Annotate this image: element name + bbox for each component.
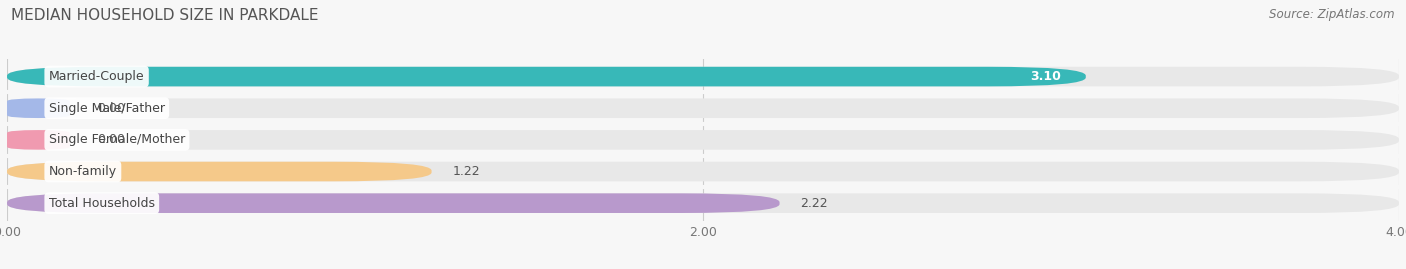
Text: Married-Couple: Married-Couple xyxy=(49,70,145,83)
FancyBboxPatch shape xyxy=(7,130,70,150)
Text: Total Households: Total Households xyxy=(49,197,155,210)
Text: 0.00: 0.00 xyxy=(97,102,125,115)
Text: Non-family: Non-family xyxy=(49,165,117,178)
FancyBboxPatch shape xyxy=(7,98,1399,118)
FancyBboxPatch shape xyxy=(7,67,1085,86)
FancyBboxPatch shape xyxy=(7,193,1399,213)
FancyBboxPatch shape xyxy=(7,67,1399,86)
FancyBboxPatch shape xyxy=(7,162,1399,181)
Text: MEDIAN HOUSEHOLD SIZE IN PARKDALE: MEDIAN HOUSEHOLD SIZE IN PARKDALE xyxy=(11,8,319,23)
FancyBboxPatch shape xyxy=(7,98,70,118)
FancyBboxPatch shape xyxy=(7,130,1399,150)
Text: Single Female/Mother: Single Female/Mother xyxy=(49,133,186,146)
Text: 1.22: 1.22 xyxy=(453,165,479,178)
Text: Source: ZipAtlas.com: Source: ZipAtlas.com xyxy=(1270,8,1395,21)
Text: 0.00: 0.00 xyxy=(97,133,125,146)
FancyBboxPatch shape xyxy=(7,162,432,181)
FancyBboxPatch shape xyxy=(7,193,779,213)
Text: Single Male/Father: Single Male/Father xyxy=(49,102,165,115)
Text: 3.10: 3.10 xyxy=(1031,70,1062,83)
Text: 2.22: 2.22 xyxy=(800,197,828,210)
